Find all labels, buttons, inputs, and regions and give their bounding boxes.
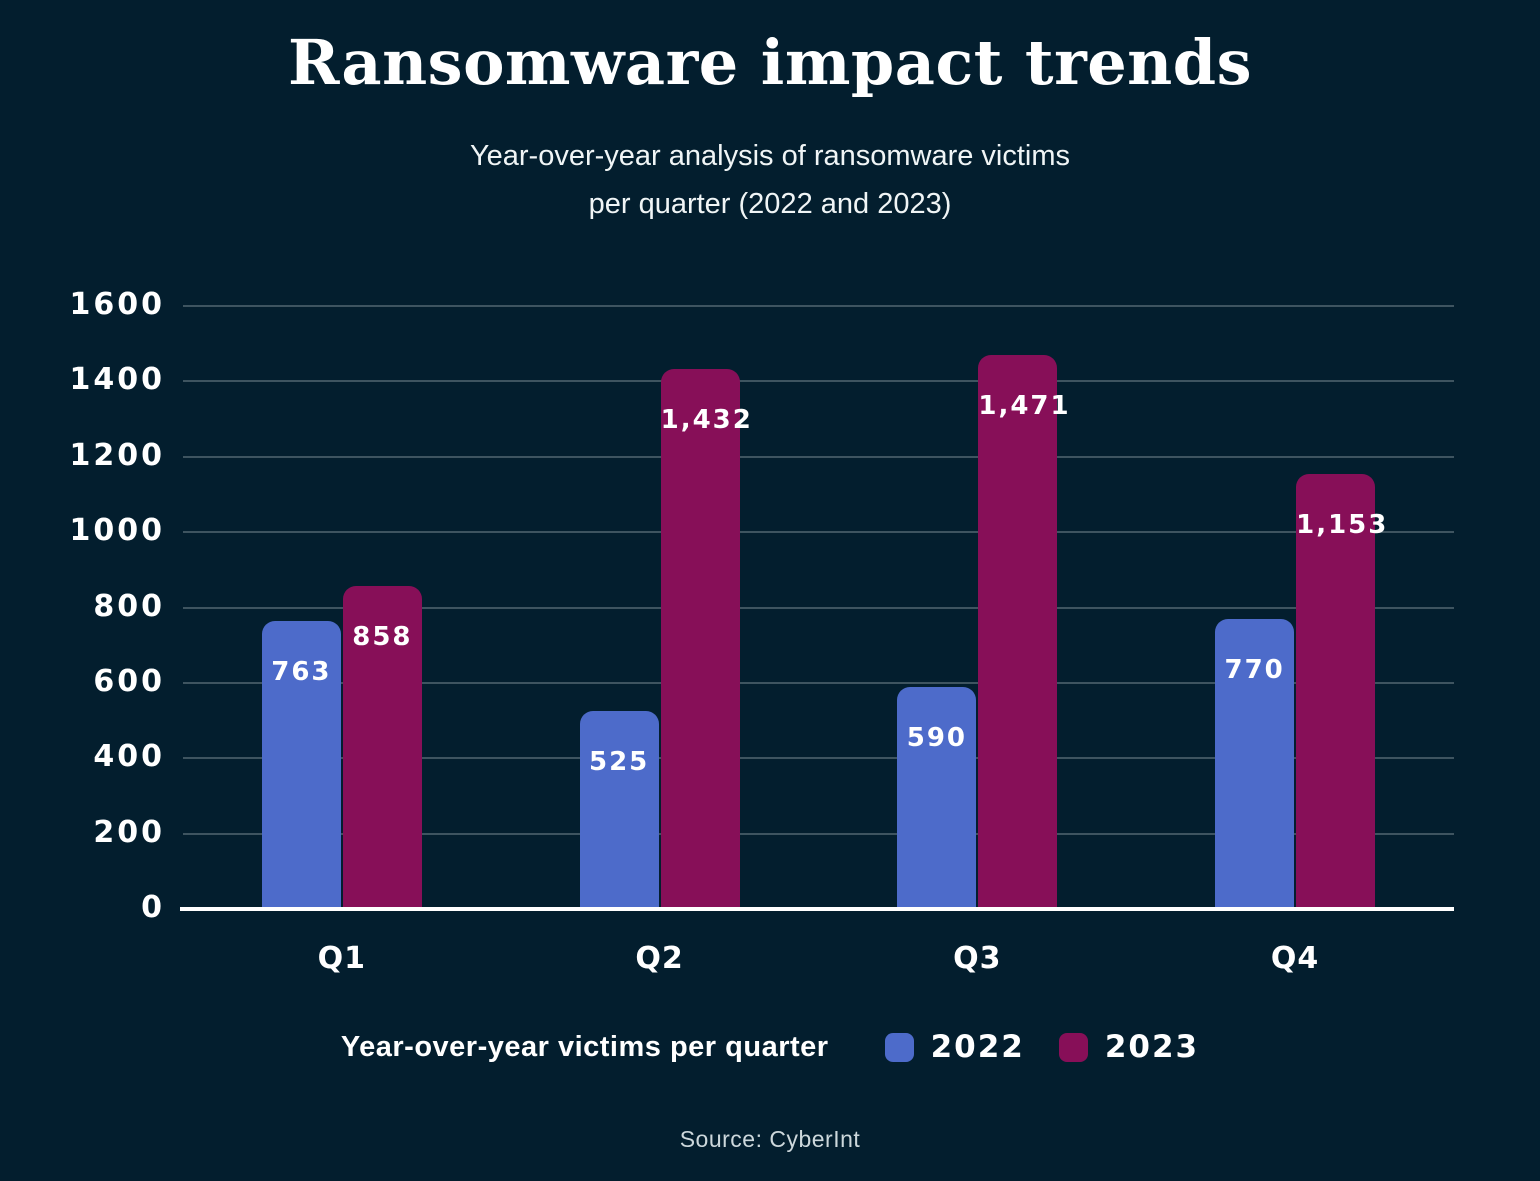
bar-2022-q1: 763 (261, 621, 341, 909)
x-tick-label-q2: Q2 (635, 941, 684, 976)
bar-2023-q1: 858 (342, 585, 422, 909)
bar-value-label-2022-q2: 525 (588, 747, 650, 778)
gridline-800 (183, 606, 1454, 609)
x-tick-label-q1: Q1 (317, 941, 367, 976)
gridline-1000 (183, 531, 1454, 534)
gridline-200 (183, 832, 1454, 835)
gridline-1600 (183, 305, 1454, 307)
y-tick-label-1000: 1000 (69, 513, 165, 549)
y-tick-label-1400: 1400 (69, 362, 165, 398)
bar-value-label-2023-q2: 1,432 (660, 405, 753, 436)
x-tick-label-q3: Q3 (953, 941, 1002, 976)
legend-swatch-2023 (1058, 1032, 1088, 1062)
chart-title: Ransomware impact trends (287, 26, 1253, 99)
gridline-400 (183, 757, 1454, 760)
chart-subtitle-line-2: per quarter (2022 and 2023) (588, 188, 952, 220)
chart-subtitle: Year-over-year analysis of ransomware vi… (0, 132, 1540, 228)
y-tick-label-0: 0 (141, 890, 165, 925)
bar-2023-q2: 1,432 (660, 369, 753, 909)
chart-subtitle-line-1: Year-over-year analysis of ransomware vi… (469, 140, 1071, 172)
y-tick-label-400: 400 (93, 739, 165, 775)
y-tick-label-200: 200 (93, 814, 165, 850)
legend-item-2022: 2022 (884, 1029, 1025, 1065)
legend-item-2023: 2023 (1058, 1029, 1200, 1065)
bar-value-label-2022-q4: 770 (1224, 654, 1285, 685)
bar-2023-q4: 1,153 (1296, 474, 1389, 909)
bar-2022-q4: 770 (1215, 618, 1295, 909)
bar-2023-q3: 1,471 (978, 354, 1071, 909)
gridline-1200 (183, 455, 1454, 458)
source-note: Source: CyberInt (679, 1126, 861, 1152)
legend: Year-over-year victims per quarter 2022 … (0, 1026, 1540, 1068)
bar-value-label-2023-q4: 1,153 (1296, 510, 1389, 541)
legend-label-2022: 2022 (930, 1029, 1025, 1065)
bar-value-label-2023-q1: 858 (352, 621, 413, 652)
gridline-1400 (183, 380, 1454, 383)
y-tick-label-1600: 1600 (69, 287, 165, 322)
y-tick-label-800: 800 (93, 588, 165, 624)
y-tick-label-600: 600 (93, 663, 165, 699)
bar-value-label-2023-q3: 1,471 (978, 390, 1071, 421)
bar-2022-q3: 590 (897, 686, 977, 909)
x-axis-line (180, 907, 1454, 911)
x-tick-label-q4: Q4 (1270, 941, 1320, 976)
legend-swatch-2022 (884, 1032, 914, 1062)
y-tick-label-1200: 1200 (69, 437, 165, 473)
bar-2022-q2: 525 (579, 711, 659, 909)
legend-title: Year-over-year victims per quarter (340, 1030, 829, 1063)
legend-label-2023: 2023 (1104, 1029, 1200, 1065)
bar-value-label-2022-q1: 763 (271, 657, 332, 688)
bar-value-label-2022-q3: 590 (906, 722, 968, 753)
gridline-600 (183, 681, 1454, 684)
